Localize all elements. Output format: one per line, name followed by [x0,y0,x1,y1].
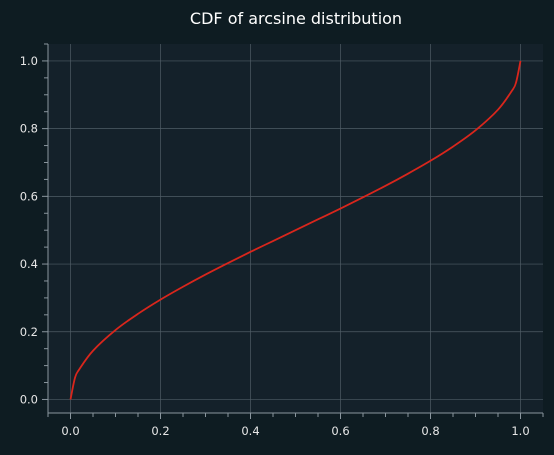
y-tick-label-4: 0.8 [20,122,38,136]
x-tick-label-4: 0.8 [421,424,439,438]
grid-lines [48,44,543,413]
plot-area [48,44,543,413]
x-tick-label-3: 0.6 [331,424,349,438]
y-tick-label-1: 0.2 [20,325,38,339]
chart-title: CDF of arcsine distribution [190,9,402,28]
y-tick-label-3: 0.6 [20,189,38,203]
tick-marks [42,43,544,419]
x-tick-label-5: 1.0 [511,424,529,438]
x-tick-label-1: 0.2 [151,424,169,438]
x-tick-label-0: 0.0 [61,424,79,438]
tick-labels: 0.0 0.2 0.4 0.6 0.8 1.0 0.0 0.2 0.4 0.6 0.8 1.0 [20,54,530,438]
series-line-cdf [69,60,522,400]
x-tick-label-2: 0.4 [241,424,259,438]
y-tick-label-0: 0.0 [20,392,38,406]
y-tick-label-5: 1.0 [20,54,38,68]
y-tick-label-2: 0.4 [20,257,38,271]
